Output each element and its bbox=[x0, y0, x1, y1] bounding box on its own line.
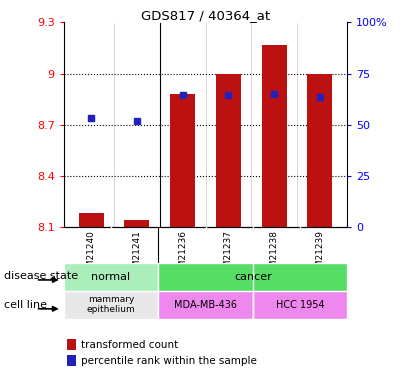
Bar bbox=[307, 74, 332, 227]
Text: transformed count: transformed count bbox=[81, 340, 178, 350]
Text: disease state: disease state bbox=[4, 272, 78, 281]
Bar bbox=[158, 262, 347, 291]
Point bbox=[134, 118, 140, 124]
Bar bbox=[64, 291, 158, 319]
Point bbox=[179, 92, 186, 98]
Point bbox=[88, 115, 95, 121]
Text: percentile rank within the sample: percentile rank within the sample bbox=[81, 356, 256, 366]
Bar bbox=[158, 291, 253, 319]
Bar bbox=[261, 45, 287, 227]
Bar bbox=[79, 213, 104, 227]
Text: cancer: cancer bbox=[234, 272, 272, 282]
Point bbox=[271, 91, 277, 97]
Text: GDS817 / 40364_at: GDS817 / 40364_at bbox=[141, 9, 270, 22]
Bar bbox=[253, 291, 347, 319]
Bar bbox=[67, 356, 76, 366]
Text: cell line: cell line bbox=[4, 300, 47, 309]
Text: HCC 1954: HCC 1954 bbox=[276, 300, 324, 310]
Point bbox=[316, 94, 323, 100]
Bar bbox=[67, 339, 76, 350]
Text: mammary
epithelium: mammary epithelium bbox=[87, 295, 135, 314]
Point bbox=[225, 92, 232, 98]
Text: MDA-MB-436: MDA-MB-436 bbox=[174, 300, 237, 310]
Bar bbox=[170, 94, 195, 227]
Bar bbox=[124, 220, 150, 227]
Bar bbox=[216, 74, 241, 227]
Text: normal: normal bbox=[91, 272, 131, 282]
Bar bbox=[64, 262, 158, 291]
